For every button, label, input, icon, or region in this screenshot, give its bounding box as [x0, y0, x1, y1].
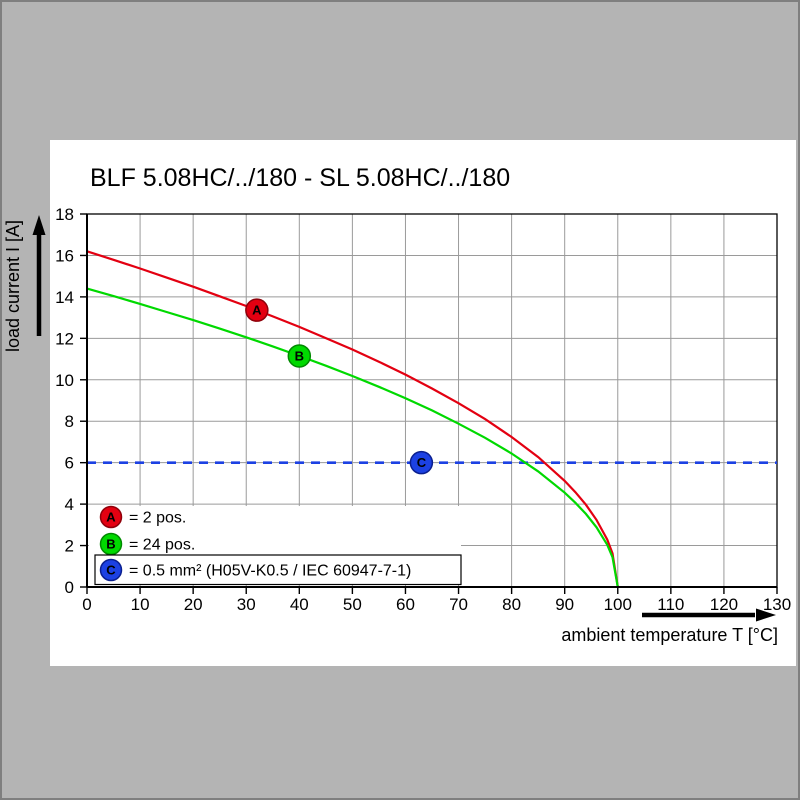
y-tick-label: 2: [65, 537, 74, 556]
marker-B: [287, 344, 312, 368]
legend-marker-A: [99, 505, 123, 529]
legend-marker-C: [99, 558, 123, 582]
marker-C: [409, 450, 434, 475]
curve-B: [86, 287, 619, 588]
x-tick-label: 130: [763, 595, 791, 614]
x-tick-label: 50: [343, 595, 362, 614]
x-axis-arrow: [642, 608, 776, 622]
x-tick-label: 110: [657, 595, 684, 614]
y-tick-label: 6: [65, 454, 74, 473]
legend-label-C: = 0.5 mm² (H05V-K0.5 / IEC 60947-7-1): [129, 563, 411, 580]
y-tick-label: 12: [55, 329, 74, 348]
y-tick-label: 4: [65, 495, 74, 514]
x-tick-label: 20: [184, 595, 203, 614]
x-tick-label: 40: [290, 595, 309, 614]
x-tick-label: 100: [604, 595, 632, 614]
y-tick-label: 8: [65, 412, 74, 431]
y-tick-label: 18: [55, 205, 74, 224]
marker-A: [245, 298, 269, 322]
legend-marker-letter-B: B: [106, 537, 115, 552]
legend-marker-letter-C: C: [106, 563, 116, 578]
legend-label-A: = 2 pos.: [129, 510, 186, 527]
x-tick-label: 70: [449, 595, 468, 614]
y-tick-label: 16: [55, 246, 74, 265]
y-axis-label: load current I [A]: [3, 220, 23, 352]
y-tick-label: 0: [65, 578, 74, 597]
x-tick-label: 0: [82, 595, 91, 614]
legend-marker-letter-A: A: [106, 510, 116, 525]
x-tick-label: 90: [555, 595, 574, 614]
marker-letter-A: A: [252, 303, 262, 318]
curve-A: [86, 250, 619, 588]
y-tick-label: 14: [55, 288, 74, 307]
x-axis-label: ambient temperature T [°C]: [561, 625, 778, 645]
y-axis-arrow: [32, 215, 46, 336]
marker-letter-C: C: [417, 455, 427, 470]
x-tick-label: 80: [502, 595, 521, 614]
marker-letter-B: B: [295, 348, 304, 363]
x-tick-label: 120: [710, 595, 738, 614]
plot-area: A = 2 pos. B = 24 pos. C = 0.5 mm² (H05V-K0.5…: [55, 205, 791, 614]
legend-label-B: = 24 pos.: [129, 537, 195, 554]
chart-title: BLF 5.08HC/../180 - SL 5.08HC/../180: [90, 164, 510, 192]
x-tick-label: 60: [396, 595, 415, 614]
y-tick-label: 10: [55, 371, 74, 390]
legend-box-C: [94, 554, 462, 586]
x-tick-label: 30: [237, 595, 256, 614]
x-tick-label: 10: [131, 595, 150, 614]
